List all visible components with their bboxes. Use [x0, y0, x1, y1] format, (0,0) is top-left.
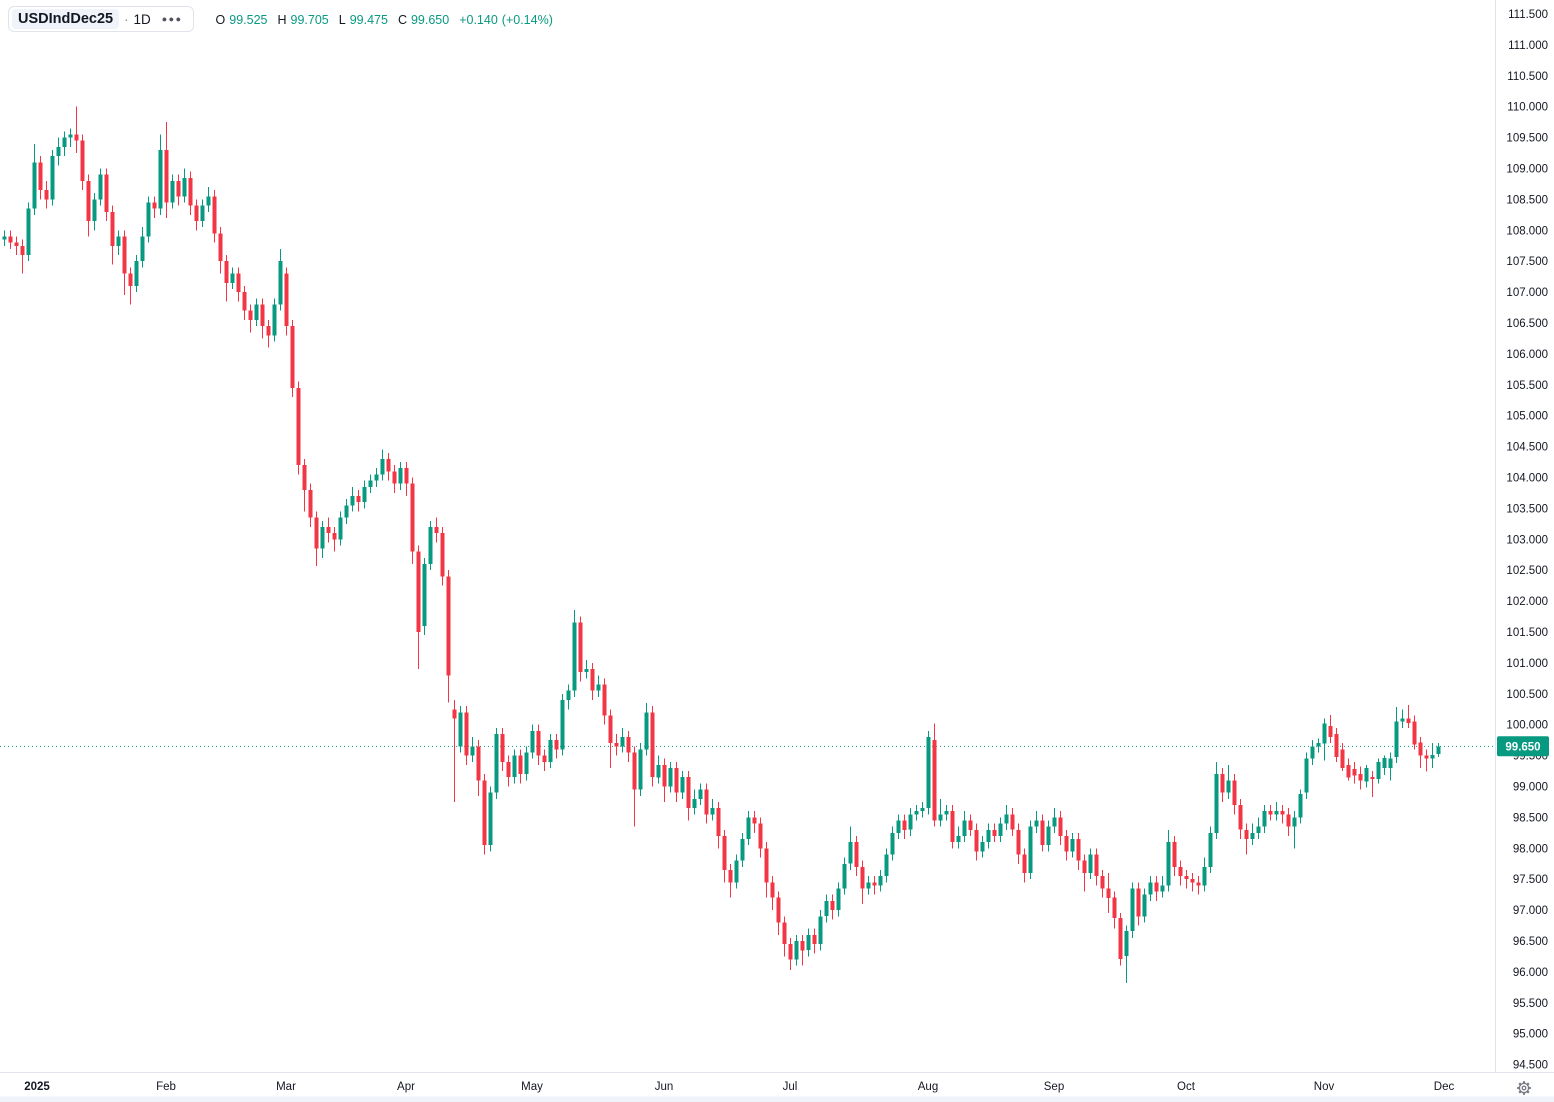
svg-text:Apr: Apr [397, 1081, 415, 1093]
svg-text:109.000: 109.000 [1506, 164, 1548, 176]
svg-text:108.500: 108.500 [1506, 194, 1548, 206]
svg-text:Oct: Oct [1177, 1081, 1196, 1093]
svg-text:109.500: 109.500 [1506, 133, 1548, 145]
svg-text:2025: 2025 [24, 1081, 50, 1093]
svg-text:103.500: 103.500 [1506, 503, 1548, 515]
chart-legend: USDIndDec25 · 1D ●●● O 99.525 H 99.705 L 99… [8, 6, 553, 32]
svg-text:98.500: 98.500 [1513, 812, 1548, 824]
change-value: +0.140 [459, 12, 498, 27]
last-price-badge: 99.650 [1497, 736, 1549, 757]
more-options-button[interactable]: ●●● [156, 14, 183, 24]
svg-text:99.000: 99.000 [1513, 782, 1548, 794]
time-axis[interactable]: 2025 Feb Mar Apr May Jun Jul Aug Sep Oct Nov Dec [24, 1081, 1454, 1093]
low-label: L [338, 12, 346, 27]
svg-text:Aug: Aug [918, 1081, 938, 1093]
svg-text:97.000: 97.000 [1513, 905, 1548, 917]
svg-text:111.500: 111.500 [1508, 9, 1548, 21]
svg-text:101.500: 101.500 [1506, 627, 1548, 639]
svg-text:Feb: Feb [156, 1081, 176, 1093]
svg-text:Sep: Sep [1044, 1081, 1064, 1093]
svg-text:94.500: 94.500 [1513, 1060, 1548, 1072]
svg-text:95.500: 95.500 [1513, 998, 1548, 1010]
svg-text:103.000: 103.000 [1506, 534, 1548, 546]
open-label: O [215, 12, 226, 27]
svg-text:110.000: 110.000 [1507, 102, 1548, 114]
low-value: 99.475 [349, 12, 388, 27]
svg-text:104.500: 104.500 [1506, 442, 1548, 454]
bottom-edge-strip [0, 1096, 1554, 1102]
candlestick-series [2, 106, 1441, 983]
ohlc-readout: O 99.525 H 99.705 L 99.475 C 99.650 +0.140 (… [210, 13, 553, 27]
svg-text:106.000: 106.000 [1506, 349, 1548, 361]
svg-text:Mar: Mar [276, 1081, 296, 1093]
svg-text:Dec: Dec [1434, 1081, 1455, 1093]
high-value: 99.705 [290, 12, 329, 27]
svg-text:105.000: 105.000 [1506, 411, 1548, 423]
svg-text:105.500: 105.500 [1506, 380, 1548, 392]
svg-text:102.000: 102.000 [1506, 596, 1548, 608]
symbol-interval-separator: · [124, 11, 129, 27]
symbol-name[interactable]: USDIndDec25 [12, 9, 120, 29]
svg-text:104.000: 104.000 [1506, 473, 1548, 485]
svg-text:96.000: 96.000 [1513, 967, 1548, 979]
high-label: H [277, 12, 287, 27]
svg-text:Nov: Nov [1314, 1081, 1335, 1093]
close-label: C [397, 12, 407, 27]
svg-text:107.500: 107.500 [1506, 256, 1548, 268]
svg-text:101.000: 101.000 [1506, 658, 1548, 670]
svg-text:98.000: 98.000 [1513, 843, 1548, 855]
price-axis[interactable]: 94.500 95.000 95.500 96.000 96.500 97.000 97.5… [1506, 9, 1548, 1072]
svg-text:99.650: 99.650 [1505, 741, 1540, 753]
svg-text:96.500: 96.500 [1513, 936, 1548, 948]
svg-text:106.500: 106.500 [1506, 318, 1548, 330]
svg-text:May: May [521, 1081, 543, 1093]
svg-text:Jun: Jun [655, 1081, 674, 1093]
settings-gear-icon[interactable] [1517, 1081, 1531, 1095]
svg-text:95.000: 95.000 [1513, 1029, 1548, 1041]
open-value: 99.525 [229, 12, 268, 27]
svg-text:107.000: 107.000 [1506, 287, 1548, 299]
svg-text:110.500: 110.500 [1507, 71, 1548, 83]
svg-text:108.000: 108.000 [1506, 225, 1548, 237]
svg-text:97.500: 97.500 [1513, 874, 1548, 886]
svg-text:102.500: 102.500 [1506, 565, 1548, 577]
change-percent: (+0.14%) [501, 12, 553, 27]
svg-text:Jul: Jul [783, 1081, 798, 1093]
svg-text:111.000: 111.000 [1508, 40, 1548, 52]
interval-label[interactable]: 1D [133, 11, 151, 27]
symbol-toolbar[interactable]: USDIndDec25 · 1D ●●● [8, 6, 194, 32]
svg-text:100.000: 100.000 [1506, 720, 1548, 732]
svg-text:100.500: 100.500 [1506, 689, 1548, 701]
close-value: 99.650 [410, 12, 450, 27]
